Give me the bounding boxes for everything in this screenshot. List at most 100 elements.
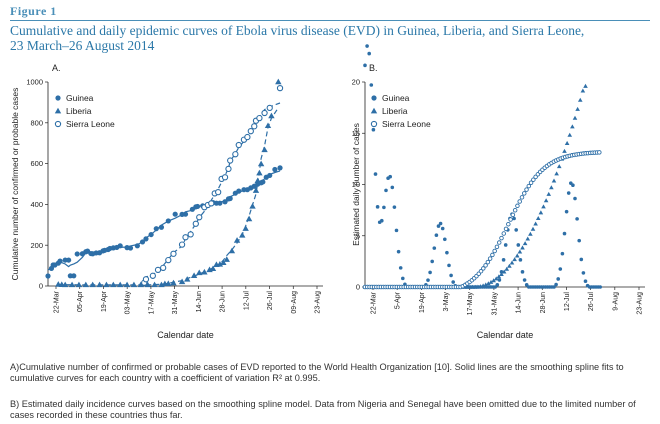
data-point-sierra-leone <box>196 214 203 221</box>
data-point-guinea <box>514 228 518 232</box>
data-point-guinea <box>158 224 165 230</box>
data-point-sierra-leone <box>221 174 229 181</box>
data-point-sierra-leone <box>528 180 534 186</box>
y-tick-label: 0 <box>356 283 360 292</box>
data-point-guinea <box>272 166 278 173</box>
data-point-guinea <box>398 266 403 270</box>
data-point-sierra-leone <box>490 252 495 258</box>
x-tick-label: 31-May <box>172 291 179 315</box>
data-point-sierra-leone <box>512 208 518 213</box>
data-point-guinea <box>558 267 563 271</box>
data-point-liberia <box>483 282 489 287</box>
x-tick-label: 22-Mar <box>371 291 378 314</box>
x-tick-label: 31-May <box>491 292 498 316</box>
data-point-guinea <box>367 51 372 56</box>
data-point-guinea <box>562 231 567 236</box>
data-point-liberia <box>491 278 496 283</box>
series-line-sierra-leone <box>143 102 281 280</box>
x-tick-label: 19-Apr <box>101 290 108 312</box>
x-tick-label: 14-Jun <box>196 291 203 313</box>
data-point-liberia <box>528 231 533 236</box>
data-point-liberia <box>520 245 525 250</box>
data-point-sierra-leone <box>247 128 254 135</box>
data-point-guinea <box>520 270 525 274</box>
data-point-liberia <box>82 281 90 288</box>
x-axis-label: Calendar date <box>477 330 534 340</box>
data-point-sierra-leone <box>178 241 186 248</box>
data-point-liberia <box>580 88 586 93</box>
data-point-liberia <box>556 164 562 169</box>
data-point-guinea <box>518 258 523 262</box>
data-point-sierra-leone <box>154 266 162 274</box>
data-point-sierra-leone <box>142 276 150 283</box>
data-point-sierra-leone <box>485 259 491 265</box>
data-point-guinea <box>153 226 159 232</box>
data-point-guinea <box>443 237 447 242</box>
data-point-guinea <box>134 243 140 249</box>
data-point-liberia <box>144 281 151 288</box>
data-point-liberia <box>89 281 96 288</box>
data-point-sierra-leone <box>597 150 602 155</box>
data-point-liberia <box>525 236 531 241</box>
data-point-liberia <box>551 178 557 183</box>
data-point-liberia <box>256 169 263 176</box>
data-point-sierra-leone <box>492 248 497 254</box>
data-point-liberia <box>575 106 580 111</box>
data-point-liberia <box>178 278 186 285</box>
data-point-liberia <box>549 185 554 190</box>
figure-label: Figure 1 <box>10 4 57 18</box>
x-tick-label: 05-Apr <box>77 290 84 312</box>
data-point-sierra-leone <box>225 165 232 173</box>
data-point-guinea <box>148 231 154 238</box>
data-point-sierra-leone <box>483 263 488 268</box>
data-point-guinea <box>598 285 602 289</box>
data-point-guinea <box>571 183 575 187</box>
data-point-guinea <box>390 185 395 190</box>
data-point-liberia <box>577 97 583 102</box>
legend-marker <box>371 95 377 101</box>
data-point-guinea <box>440 226 445 231</box>
data-point-sierra-leone <box>261 109 268 117</box>
data-point-liberia <box>488 279 494 284</box>
data-point-liberia <box>567 132 573 137</box>
data-point-guinea <box>449 273 453 278</box>
x-tick-label: 19-Apr <box>419 291 426 313</box>
legend-label: Sierra Leone <box>66 119 115 129</box>
data-point-sierra-leone <box>244 133 251 141</box>
data-point-sierra-leone <box>182 234 189 241</box>
data-point-guinea <box>365 44 369 48</box>
data-point-liberia <box>514 253 520 258</box>
x-tick-label: 5-Apr <box>395 291 402 309</box>
x-tick-label: 12-Jul <box>564 292 571 312</box>
data-point-guinea <box>552 285 556 289</box>
data-point-liberia <box>538 210 544 215</box>
data-point-guinea <box>217 200 223 206</box>
data-point-guinea <box>388 174 393 179</box>
y-tick-label: 600 <box>30 159 43 168</box>
data-point-guinea <box>394 228 399 233</box>
legend-label: Liberia <box>66 106 92 116</box>
panel-label: B. <box>369 63 378 73</box>
data-point-sierra-leone <box>494 244 500 250</box>
y-tick-label: 15 <box>352 129 360 138</box>
caption-a: A)Cumulative number of confirmed or prob… <box>10 362 624 383</box>
y-tick-label: 10 <box>352 180 360 189</box>
legend-marker <box>54 107 62 114</box>
data-point-liberia <box>257 160 265 167</box>
x-tick-label: 17-May <box>467 292 474 316</box>
data-point-guinea <box>74 251 80 257</box>
data-point-sierra-leone <box>160 264 167 271</box>
data-point-sierra-leone <box>187 231 194 238</box>
data-point-liberia <box>543 198 549 203</box>
figure-rule <box>10 20 650 21</box>
data-point-guinea <box>556 277 560 281</box>
data-point-guinea <box>583 279 588 284</box>
data-point-guinea <box>434 233 439 238</box>
data-point-sierra-leone <box>499 235 504 241</box>
data-point-liberia <box>170 279 177 286</box>
data-point-liberia <box>554 171 559 176</box>
data-point-liberia <box>190 272 198 278</box>
x-tick-label: 23-Aug <box>637 292 644 315</box>
data-point-liberia <box>68 281 76 288</box>
